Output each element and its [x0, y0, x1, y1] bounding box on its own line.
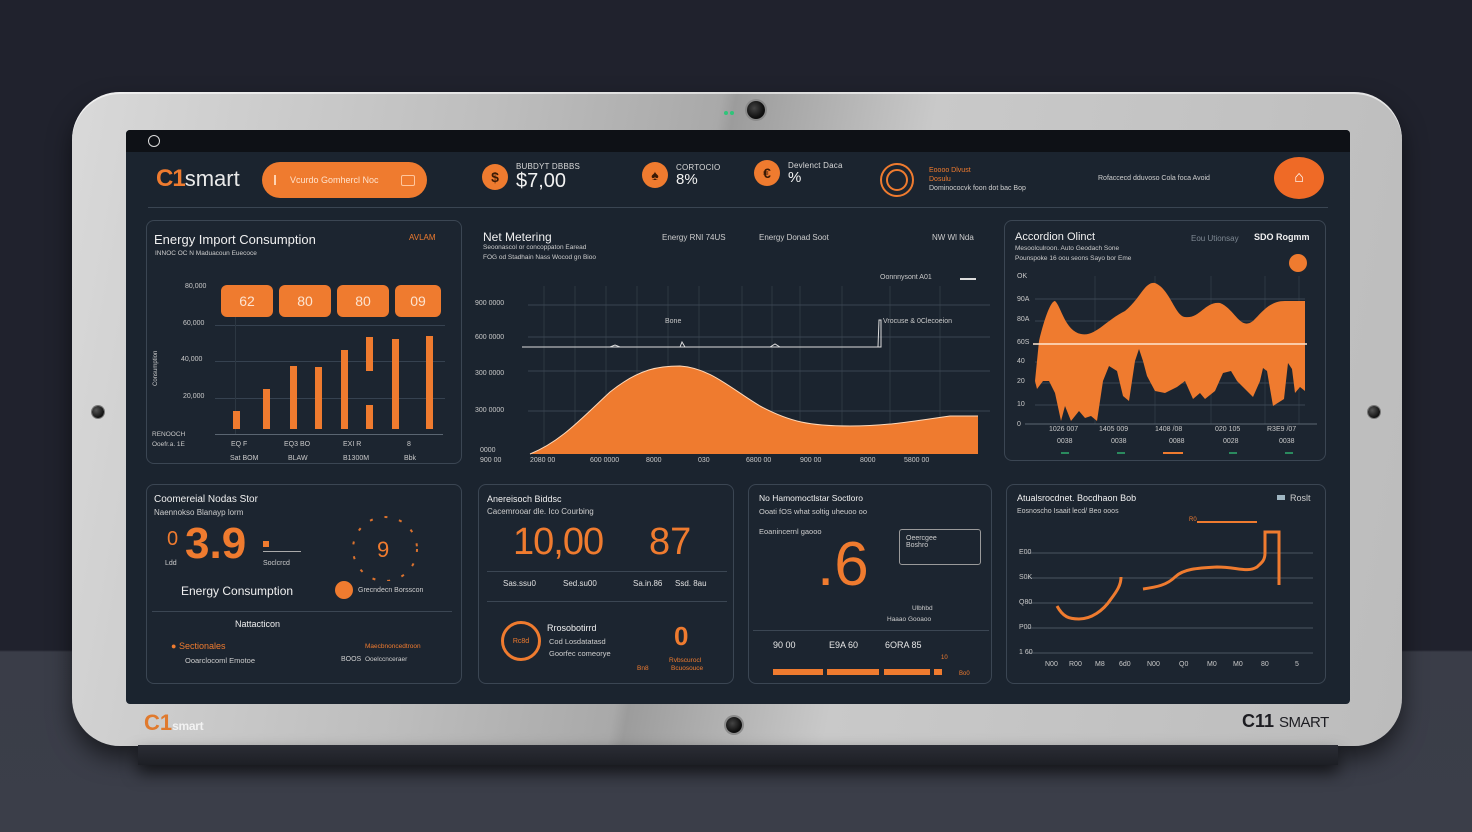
legend-marker-active [1163, 452, 1183, 454]
coin-icon: € [754, 160, 780, 186]
bar[interactable] [341, 350, 348, 429]
billing-value-primary: 10,00 [513, 521, 604, 563]
legend-marker [1117, 452, 1125, 454]
home-icon: ⌂ [1294, 169, 1304, 186]
chart-legend: Oonnnysont A01 [880, 274, 932, 281]
panel-title: Accordion Olinct [1015, 231, 1096, 243]
row-label[interactable]: ● Sectionales [171, 641, 226, 651]
pin-icon [274, 175, 282, 185]
home-button[interactable]: ⌂ [1274, 157, 1324, 199]
progress-segment [827, 669, 879, 675]
stat-cost[interactable]: ♠ CORTOCIO 8% [642, 162, 720, 188]
panel-accordion: Accordion Olinct Mesoolculroon. Auto Geo… [1004, 220, 1326, 461]
x-axis [215, 434, 443, 435]
section-title: Nattacticon [235, 619, 281, 629]
big-value: 3.9 [185, 519, 247, 568]
billing-ring-button[interactable]: Rc8d [501, 621, 541, 661]
trend-chart[interactable] [1007, 485, 1327, 685]
bezel-logo-left: C1smart [144, 710, 204, 735]
value-badge[interactable]: 62 [221, 285, 273, 317]
annotation-peak: Vrocuse & 0Clecoeion [883, 318, 953, 325]
screw-right [1368, 406, 1380, 418]
value-badge[interactable]: 80 [337, 285, 389, 317]
billing-value-secondary: 87 [649, 521, 692, 563]
bar[interactable] [366, 405, 373, 429]
legend-marker [1061, 452, 1069, 454]
annotation-base: Bone [665, 318, 682, 325]
panel-tag: AVLAM [409, 233, 436, 242]
bar[interactable] [426, 336, 433, 429]
panel-title: No Hamomoctlstar Soctloro [759, 493, 863, 503]
panel-title: Anereisoch Biddsc [487, 494, 562, 504]
bar[interactable] [315, 367, 322, 429]
screw-left [92, 406, 104, 418]
bar[interactable] [233, 411, 240, 429]
header-divider [148, 207, 1328, 208]
y-axis-label: Consumption [153, 350, 159, 386]
billing-small-value: 0 [674, 621, 689, 651]
bar[interactable] [263, 389, 270, 429]
header-meta-text: Rofaccecd dduvoso Cola foca Avoid [1098, 175, 1210, 182]
progress-segment [773, 669, 823, 675]
bar[interactable] [290, 366, 297, 429]
person-icon: ♠ [642, 162, 668, 188]
status-bar [126, 130, 1350, 152]
value-badge[interactable]: 80 [279, 285, 331, 317]
money-icon: $ [482, 163, 508, 190]
gauge-icon[interactable] [335, 581, 353, 599]
progress-segment [934, 669, 942, 675]
panel-title: Energy Import Consumption [154, 232, 316, 247]
info-box[interactable]: Oeercgee Boshro [899, 529, 981, 565]
value-badge[interactable]: 09 [395, 285, 441, 317]
panel-subtitle: INNOC OC N Maduacoun Euecoce [155, 250, 257, 257]
search-text: Vcurdo Gomhercl Noc [290, 175, 379, 185]
legend-marker [1285, 452, 1293, 454]
status-led [730, 111, 734, 115]
gauge-value: 9 [377, 537, 390, 562]
panel-title: Atualsrocdnet. Bocdhaon Bob [1017, 493, 1137, 503]
big-value: .6 [817, 530, 869, 599]
chart-legend: Roslt [1290, 493, 1311, 503]
home-sensor[interactable] [726, 717, 742, 733]
power-icon[interactable] [148, 135, 160, 147]
front-camera [747, 101, 765, 119]
panel-net-metering: Net Metering Seoonascol or concoppaton E… [470, 220, 990, 464]
energy-consumption-label: Energy Consumption [181, 584, 294, 598]
accordion-chart[interactable] [1005, 221, 1327, 462]
stat-budget[interactable]: $ BUBDYT DBBBS $7,00 [482, 162, 580, 191]
panel-billing: Anereisoch Biddsc Cacemrooar dle. Ico Co… [478, 484, 734, 684]
legend-swatch [1277, 495, 1285, 500]
panel-trend: Atualsrocdnet. Bocdhaon Bob Eosnoscho Is… [1006, 484, 1326, 684]
gauge-ring [352, 516, 418, 581]
dashboard-screen: C1smart Vcurdo Gomhercl Noc $ BUBDYT DBB… [126, 130, 1350, 704]
legend-marker [1229, 452, 1237, 454]
device-icon [401, 174, 415, 186]
status-led [724, 111, 728, 115]
stat-device[interactable]: € Devlenct Daca % [754, 160, 843, 186]
panel-consumption-stats: Coomereial Nodas Stor Naennokso Blanayp … [146, 484, 462, 684]
panel-title: Coomereial Nodas Stor [154, 494, 258, 505]
bar[interactable] [366, 337, 373, 371]
search-pill[interactable]: Vcurdo Gomhercl Noc [262, 162, 427, 198]
legend-swatch [960, 278, 976, 280]
panel-energy-import: Energy Import Consumption AVLAM INNOC OC… [146, 220, 462, 464]
bar[interactable] [392, 339, 399, 429]
net-metering-chart[interactable] [470, 220, 990, 464]
panel-title: Net Metering [483, 230, 552, 244]
tablet-stand [138, 745, 1338, 765]
panel-net-summary: No Hamomoctlstar Soctloro Ooati fOS what… [748, 484, 992, 684]
bezel-logo-right: C11 SMART [1242, 711, 1329, 731]
alert-dot-button[interactable] [1289, 254, 1307, 272]
power-ring-icon[interactable] [880, 163, 914, 197]
notice-block: Eoooo Dlvust Dosulu Dominococvk foon dot… [929, 167, 1026, 192]
progress-segment [884, 669, 930, 675]
brand-logo: C1smart [156, 165, 240, 192]
